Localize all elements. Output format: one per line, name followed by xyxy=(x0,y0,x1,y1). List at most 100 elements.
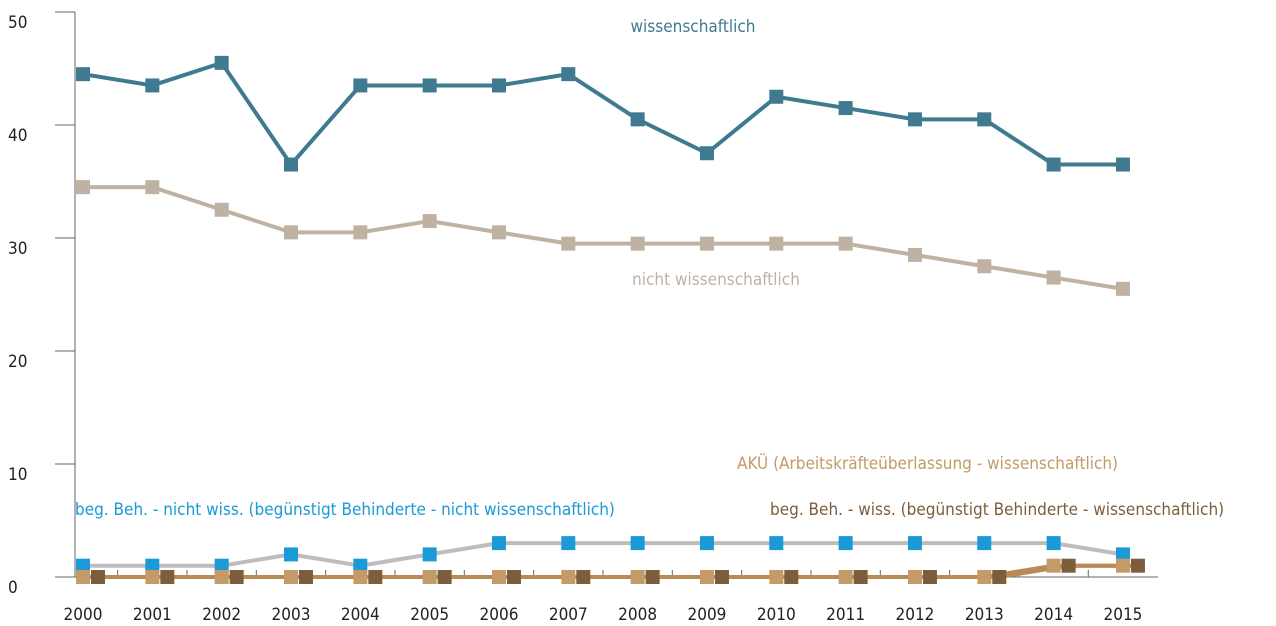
marker xyxy=(838,536,853,551)
marker xyxy=(298,570,313,584)
marker xyxy=(76,570,90,584)
marker xyxy=(353,78,368,93)
x-tick-label: 2008 xyxy=(618,605,657,625)
marker xyxy=(1046,157,1061,172)
marker xyxy=(645,570,660,584)
y-tick-label: 50 xyxy=(8,13,27,33)
x-tick-label: 2002 xyxy=(202,605,241,625)
y-tick-label: 40 xyxy=(8,126,27,146)
marker xyxy=(1115,157,1130,172)
x-tick-label: 2000 xyxy=(64,605,103,625)
marker xyxy=(630,536,645,551)
marker xyxy=(907,112,922,127)
marker xyxy=(353,570,368,584)
marker xyxy=(422,570,437,584)
marker xyxy=(145,558,160,573)
series-line xyxy=(83,185,1124,291)
marker xyxy=(561,570,576,584)
marker xyxy=(853,570,868,584)
marker xyxy=(283,225,298,240)
series-label: nicht wissenschaftlich xyxy=(632,270,800,290)
marker xyxy=(1115,281,1130,296)
marker xyxy=(229,570,244,584)
marker xyxy=(977,259,992,274)
marker xyxy=(422,214,437,229)
marker xyxy=(214,570,229,584)
series-label: beg. Beh. - wiss. (begünstigt Behinderte… xyxy=(770,500,1224,520)
marker xyxy=(769,536,784,551)
marker xyxy=(769,89,784,104)
series-label: wissenschaftlich xyxy=(631,17,756,37)
marker xyxy=(630,112,645,127)
x-tick-label: 2004 xyxy=(341,605,380,625)
x-tick-label: 2015 xyxy=(1103,605,1142,625)
x-tick-label: 2013 xyxy=(965,605,1004,625)
marker xyxy=(214,202,229,217)
y-tick-label: 0 xyxy=(8,578,18,598)
marker xyxy=(714,570,729,584)
marker xyxy=(91,570,105,584)
x-tick-label: 2012 xyxy=(895,605,934,625)
marker xyxy=(699,236,714,251)
marker xyxy=(437,570,452,584)
marker xyxy=(283,547,298,562)
marker xyxy=(145,570,160,584)
marker xyxy=(1115,547,1130,562)
series-label: beg. Beh. - nicht wiss. (begünstigt Behi… xyxy=(75,500,615,520)
x-tick-label: 2003 xyxy=(272,605,311,625)
marker xyxy=(214,55,229,70)
marker xyxy=(1130,558,1145,573)
marker xyxy=(699,146,714,161)
x-tick-label: 2010 xyxy=(757,605,796,625)
marker xyxy=(838,570,853,584)
marker xyxy=(491,225,506,240)
marker xyxy=(283,157,298,172)
marker xyxy=(353,558,368,573)
marker xyxy=(76,180,90,195)
x-tick-label: 2006 xyxy=(480,605,519,625)
marker xyxy=(76,67,90,82)
marker xyxy=(769,570,784,584)
series-label: AKÜ (Arbeitskräfteüberlassung - wissensc… xyxy=(737,452,1118,474)
marker xyxy=(1061,558,1076,573)
series-line xyxy=(83,541,1124,568)
marker xyxy=(838,236,853,251)
marker xyxy=(491,536,506,551)
marker xyxy=(1046,536,1061,551)
marker xyxy=(561,67,576,82)
x-tick-label: 2011 xyxy=(826,605,865,625)
x-tick-label: 2001 xyxy=(133,605,172,625)
marker xyxy=(630,236,645,251)
marker xyxy=(214,558,229,573)
y-tick-label: 30 xyxy=(8,239,27,259)
y-tick-label: 20 xyxy=(8,352,27,372)
marker xyxy=(784,570,799,584)
marker xyxy=(922,570,937,584)
marker xyxy=(283,570,298,584)
marker xyxy=(769,236,784,251)
x-tick-label: 2009 xyxy=(688,605,727,625)
marker xyxy=(1046,270,1061,285)
marker xyxy=(353,225,368,240)
marker xyxy=(76,558,90,573)
x-tick-label: 2014 xyxy=(1034,605,1073,625)
marker xyxy=(145,78,160,93)
marker xyxy=(491,78,506,93)
marker xyxy=(699,570,714,584)
marker xyxy=(977,536,992,551)
marker xyxy=(907,247,922,262)
marker xyxy=(422,78,437,93)
marker xyxy=(160,570,175,584)
y-tick-label: 10 xyxy=(8,465,27,485)
marker xyxy=(838,101,853,116)
marker xyxy=(561,236,576,251)
marker xyxy=(977,570,992,584)
marker xyxy=(145,180,160,195)
marker xyxy=(422,547,437,562)
marker xyxy=(907,570,922,584)
x-tick-label: 2007 xyxy=(549,605,588,625)
marker xyxy=(506,570,521,584)
marker xyxy=(1115,558,1130,573)
marker xyxy=(1046,558,1061,573)
